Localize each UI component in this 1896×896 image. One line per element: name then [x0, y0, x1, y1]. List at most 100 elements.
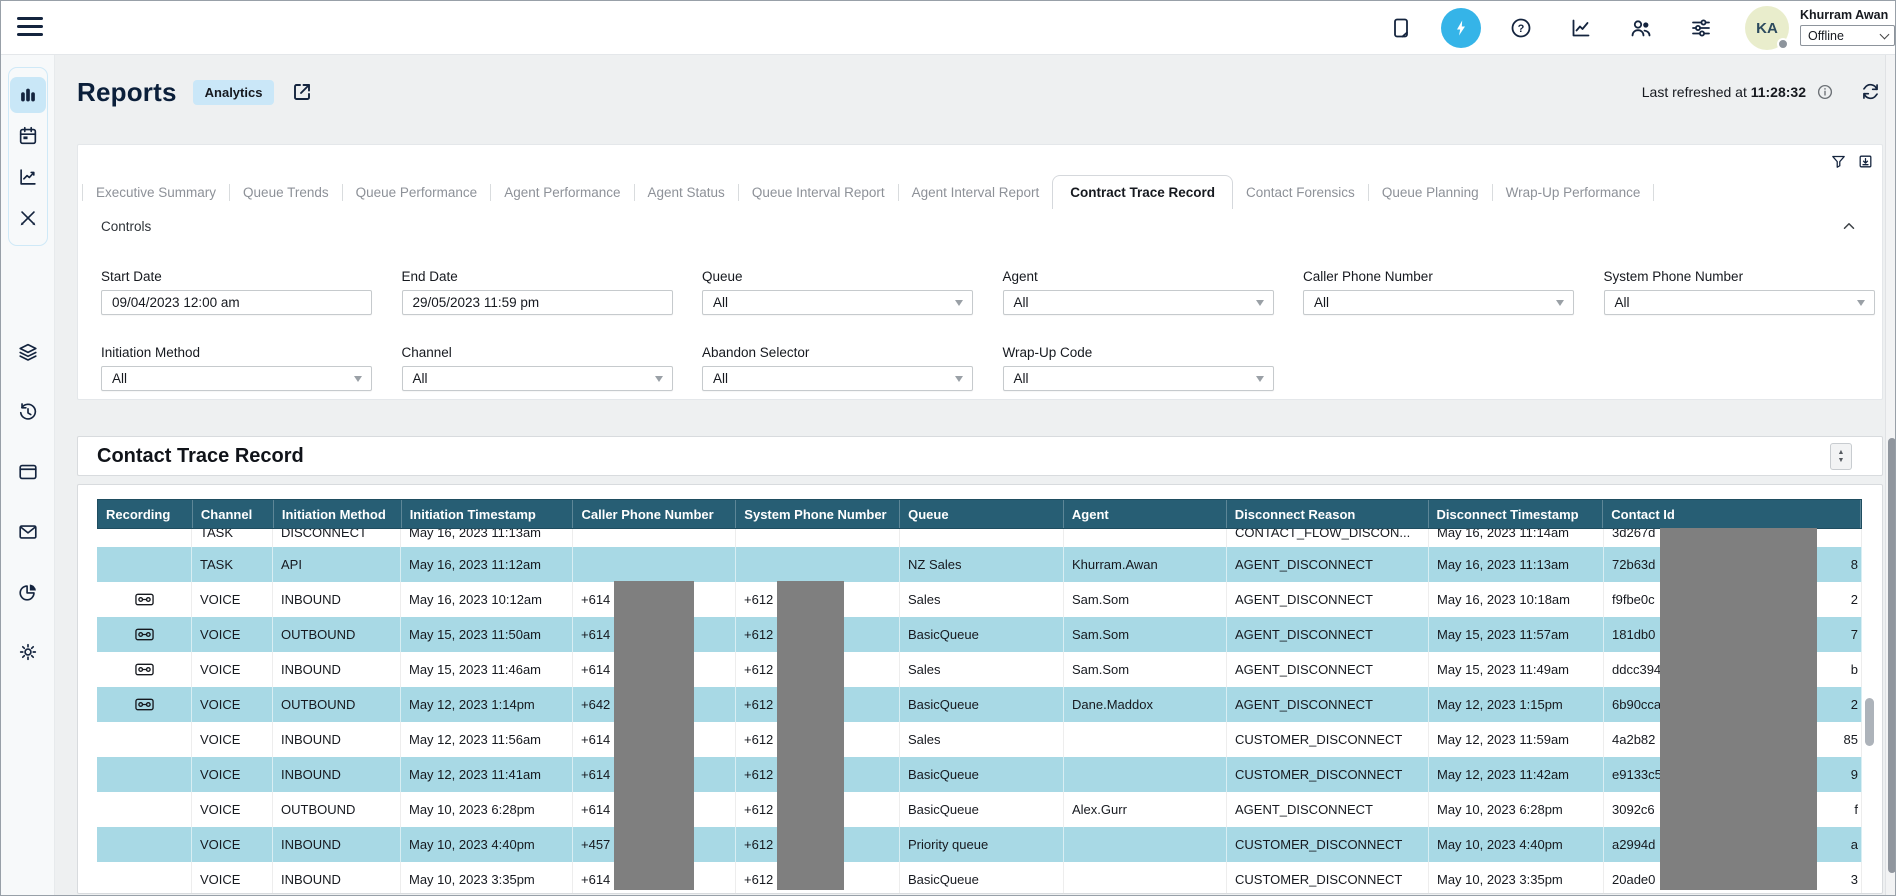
- cell-initiation-timestamp: May 12, 2023 1:14pm: [401, 687, 573, 722]
- abandon-selector-select[interactable]: All: [702, 366, 973, 391]
- column-header-disconnect-timestamp[interactable]: Disconnect Timestamp: [1429, 500, 1604, 528]
- table-row[interactable]: VOICE INBOUND May 12, 2023 11:56am +614 +612…: [97, 722, 1862, 757]
- sidebar-item-trend[interactable]: [10, 159, 46, 195]
- download-icon[interactable]: [1857, 153, 1874, 170]
- tab-queue-trends[interactable]: Queue Trends: [243, 185, 329, 200]
- recording-icon[interactable]: [134, 628, 154, 641]
- tab-divider: [341, 183, 343, 201]
- spinner-up-icon[interactable]: ▲: [1837, 449, 1845, 456]
- help-icon[interactable]: ?: [1501, 8, 1541, 48]
- cell-initiation-timestamp: May 15, 2023 11:50am: [401, 617, 573, 652]
- table-row[interactable]: VOICE INBOUND May 10, 2023 4:40pm +457 +612 P…: [97, 827, 1862, 862]
- tab-agent-status[interactable]: Agent Status: [647, 185, 725, 200]
- field-label: Queue: [702, 269, 743, 284]
- column-header-queue[interactable]: Queue: [900, 500, 1064, 528]
- status-select[interactable]: Offline: [1800, 25, 1895, 46]
- table-row[interactable]: VOICE OUTBOUND May 10, 2023 6:28pm +614 +612…: [97, 792, 1862, 827]
- cell-agent: Dane.Maddox: [1064, 687, 1227, 722]
- cell-disconnect-reason: CUSTOMER_DISCONNECT: [1227, 757, 1429, 792]
- bolt-icon[interactable]: [1441, 8, 1481, 48]
- cell-caller-phone-prefix: +614: [573, 722, 736, 757]
- info-icon[interactable]: [1816, 83, 1834, 101]
- page-title: Reports: [77, 76, 177, 107]
- tab-contract-trace-record[interactable]: Contract Trace Record: [1052, 175, 1234, 209]
- note-icon[interactable]: [1381, 8, 1421, 48]
- table-row[interactable]: VOICE INBOUND May 12, 2023 11:41am +614 +612…: [97, 757, 1862, 792]
- sidebar-item-history[interactable]: [10, 394, 46, 430]
- recording-cell[interactable]: [97, 617, 192, 652]
- column-header-contact-id[interactable]: Contact Id: [1603, 500, 1861, 528]
- table-row[interactable]: VOICE OUTBOUND May 12, 2023 1:14pm +642 +612…: [97, 687, 1862, 722]
- start-date-input[interactable]: [101, 290, 372, 315]
- wrap-up-code-select[interactable]: All: [1002, 366, 1274, 391]
- recording-cell[interactable]: [97, 687, 192, 722]
- people-icon[interactable]: [1621, 8, 1661, 48]
- select-value: All: [713, 371, 729, 386]
- recording-cell[interactable]: [97, 582, 192, 617]
- initiation-method-select[interactable]: All: [101, 366, 372, 391]
- column-header-system-phone-number[interactable]: System Phone Number: [736, 500, 901, 528]
- sidebar-item-mail[interactable]: [10, 514, 46, 550]
- page-scrollbar: [1885, 55, 1895, 895]
- column-header-caller-phone-number[interactable]: Caller Phone Number: [573, 500, 737, 528]
- tab-executive-summary[interactable]: Executive Summary: [96, 185, 217, 200]
- sidebar-item-calendar[interactable]: [10, 118, 46, 154]
- column-header-channel[interactable]: Channel: [193, 500, 274, 528]
- table-row[interactable]: VOICE INBOUND May 16, 2023 10:12am +614 +612…: [97, 582, 1862, 617]
- cell-system-phone-prefix: +612: [736, 687, 900, 722]
- tab-queue-performance[interactable]: Queue Performance: [355, 185, 478, 200]
- system-phone-number-select[interactable]: All: [1603, 290, 1875, 315]
- cell-disconnect-timestamp: May 10, 2023 3:35pm: [1429, 862, 1604, 893]
- tab-divider: [897, 183, 899, 201]
- sidebar-item-pie-chart[interactable]: [10, 574, 46, 610]
- filter-icon[interactable]: [1830, 153, 1847, 170]
- refresh-icon[interactable]: [1860, 81, 1881, 102]
- recording-cell[interactable]: [97, 652, 192, 687]
- table-row[interactable]: TASK DISCONNECT May 16, 2023 11:13am CONTAC…: [97, 529, 1862, 547]
- cell-initiation-timestamp: May 16, 2023 11:13am: [401, 529, 573, 547]
- cell-caller-phone-prefix: +457: [573, 827, 736, 862]
- tab-queue-interval-report[interactable]: Queue Interval Report: [751, 185, 885, 200]
- end-date-input[interactable]: [401, 290, 673, 315]
- caller-phone-number-select[interactable]: All: [1303, 290, 1574, 315]
- table-row[interactable]: VOICE OUTBOUND May 15, 2023 11:50am +614 +61…: [97, 617, 1862, 652]
- recording-icon[interactable]: [134, 698, 154, 711]
- recording-icon[interactable]: [134, 593, 154, 606]
- hamburger-menu-icon[interactable]: [17, 17, 43, 39]
- column-header-disconnect-reason[interactable]: Disconnect Reason: [1227, 500, 1429, 528]
- table-body: TASK DISCONNECT May 16, 2023 11:13am CONTAC…: [97, 529, 1862, 893]
- column-header-initiation-method[interactable]: Initiation Method: [274, 500, 402, 528]
- column-header-agent[interactable]: Agent: [1064, 500, 1227, 528]
- queue-select[interactable]: All: [702, 290, 973, 315]
- table-row[interactable]: VOICE INBOUND May 10, 2023 3:35pm +614 +612 B…: [97, 862, 1862, 893]
- tab-contact-forensics[interactable]: Contact Forensics: [1246, 185, 1355, 200]
- table-scrollbar-thumb[interactable]: [1865, 698, 1874, 746]
- sidebar-item-bar-chart[interactable]: [10, 77, 46, 113]
- cell-agent: [1064, 862, 1227, 893]
- sidebar-item-layers[interactable]: [10, 334, 46, 370]
- column-header-recording[interactable]: Recording: [98, 500, 193, 528]
- tab-queue-planning[interactable]: Queue Planning: [1381, 185, 1479, 200]
- tab-divider: [1653, 183, 1655, 201]
- tab-agent-performance[interactable]: Agent Performance: [504, 185, 621, 200]
- external-link-icon[interactable]: [290, 80, 314, 104]
- recording-icon[interactable]: [134, 663, 154, 676]
- tab-agent-interval-report[interactable]: Agent Interval Report: [911, 185, 1040, 200]
- sidebar-item-gear[interactable]: [10, 634, 46, 670]
- sliders-icon[interactable]: [1681, 8, 1721, 48]
- agent-select[interactable]: All: [1002, 290, 1274, 315]
- sidebar-item-design-tools[interactable]: [10, 200, 46, 236]
- sidebar-item-window[interactable]: [10, 454, 46, 490]
- cell-queue: NZ Sales: [900, 547, 1064, 582]
- line-chart-icon[interactable]: [1561, 8, 1601, 48]
- table-row[interactable]: VOICE INBOUND May 15, 2023 11:46am +614 +612…: [97, 652, 1862, 687]
- column-header-initiation-timestamp[interactable]: Initiation Timestamp: [402, 500, 574, 528]
- tab-wrap-up-performance[interactable]: Wrap-Up Performance: [1505, 185, 1641, 200]
- page-scrollbar-thumb[interactable]: [1888, 438, 1895, 873]
- spinner-down-icon[interactable]: ▼: [1837, 457, 1845, 464]
- channel-select[interactable]: All: [401, 366, 673, 391]
- table-row[interactable]: TASK API May 16, 2023 11:12am NZ Sales Khurr…: [97, 547, 1862, 582]
- collapse-controls-icon[interactable]: [1840, 217, 1858, 235]
- cell-queue: BasicQueue: [900, 687, 1064, 722]
- cell-channel: TASK: [192, 547, 273, 582]
